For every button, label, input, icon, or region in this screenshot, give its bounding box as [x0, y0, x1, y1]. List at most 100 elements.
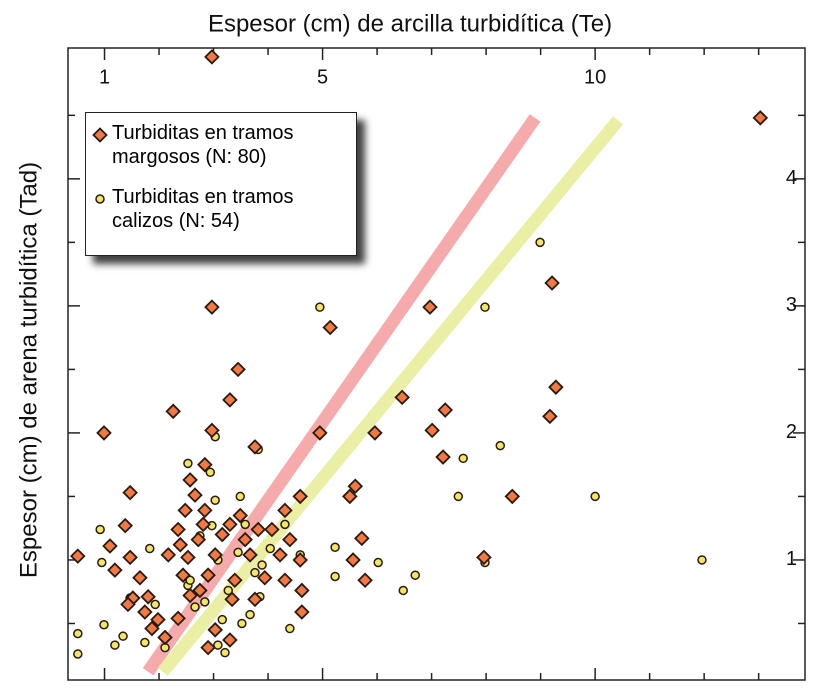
diamond-marker — [322, 319, 338, 336]
circle-marker — [73, 628, 83, 639]
circle-marker — [495, 440, 506, 451]
diamond-marker — [175, 567, 191, 583]
diamond-marker — [214, 526, 231, 543]
diamond-marker — [394, 389, 410, 406]
diamond-marker — [207, 622, 223, 638]
circle-marker — [330, 542, 340, 552]
legend: Turbiditas en tramos margosos (N: 80) Tur… — [85, 112, 357, 256]
diamond-marker — [122, 484, 138, 501]
y-tick-label: 1 — [786, 548, 797, 570]
diamond-marker — [192, 582, 208, 599]
diamond-marker — [292, 488, 308, 505]
diamond-marker — [272, 547, 288, 563]
legend-label: Turbiditas en tramos margosos (N: 80) — [112, 122, 294, 168]
diamond-marker — [182, 472, 198, 488]
plot-frame — [67, 47, 806, 681]
diamond-marker — [422, 299, 438, 315]
circle-marker — [190, 602, 200, 612]
circle-marker — [223, 585, 234, 596]
circle-marker — [330, 571, 340, 582]
diamond-marker — [222, 516, 238, 533]
circle-marker — [220, 647, 230, 658]
diamond-marker — [170, 521, 186, 538]
diamond-marker — [165, 403, 181, 420]
circle-marker — [140, 637, 150, 648]
diamond-marker — [752, 110, 769, 126]
diamond-marker — [227, 572, 243, 589]
y-axis-label: Espesor (cm) de arena turbidítica (Tad) — [15, 162, 42, 578]
diamond-marker — [230, 361, 246, 378]
diamond-marker — [200, 639, 216, 656]
diamond-marker — [224, 591, 240, 608]
diamond-marker — [200, 567, 216, 583]
circle-marker — [398, 585, 408, 596]
circle-marker — [373, 557, 383, 568]
diamond-marker — [354, 530, 370, 547]
circle-marker — [73, 649, 83, 659]
diamond-marker — [222, 632, 238, 648]
diamond-marker — [204, 422, 220, 439]
circle-marker — [95, 194, 105, 204]
circle-marker — [240, 519, 250, 530]
circle-marker — [535, 237, 545, 248]
circle-marker — [315, 302, 325, 312]
circle-marker — [183, 458, 193, 469]
diamond-marker — [250, 521, 267, 538]
circle-marker — [265, 543, 275, 554]
diamond-marker — [70, 548, 86, 564]
trend-line — [142, 114, 541, 676]
circle-marker — [150, 599, 160, 610]
circle-marker — [285, 623, 295, 634]
chart-title: Espesor (cm) de arcilla turbidítica (Te) — [208, 10, 612, 37]
circle-marker — [235, 491, 246, 502]
diamond-marker — [277, 502, 293, 519]
x-tick-label: 1 — [99, 66, 110, 88]
circle-marker — [95, 524, 105, 535]
legend-entry: Turbiditas en tramos margosos (N: 80) — [92, 121, 350, 169]
circle-marker — [233, 547, 243, 558]
diamond-marker — [137, 604, 153, 620]
diamond-marker — [96, 425, 112, 441]
diamond-marker — [160, 547, 177, 563]
circle-marker — [210, 495, 220, 505]
diamond-marker — [345, 552, 361, 568]
diamond-marker — [172, 536, 189, 553]
circle-marker — [185, 575, 195, 586]
diamond-marker — [257, 569, 273, 586]
diamond-marker — [117, 517, 134, 534]
y-tick-label: 2 — [786, 421, 797, 443]
legend-swatch — [92, 127, 108, 143]
y-tick-label: 4 — [786, 167, 797, 189]
diamond-marker — [157, 629, 173, 646]
diamond-marker — [187, 487, 203, 503]
diamond-marker — [237, 531, 253, 548]
diamond-marker — [180, 549, 196, 566]
diamond-marker — [144, 620, 160, 637]
diamond-marker — [107, 562, 123, 578]
diamond-marker — [204, 299, 220, 315]
diamond-marker — [197, 456, 213, 473]
diamond-marker — [92, 127, 108, 143]
diamond-marker — [424, 422, 440, 439]
circle-marker — [453, 491, 464, 502]
circle-marker — [110, 640, 120, 650]
diamond-marker — [102, 538, 118, 554]
y-tick-label: 3 — [786, 294, 797, 316]
diamond-marker — [120, 596, 136, 613]
diamond-marker — [232, 507, 249, 524]
circle-marker — [217, 614, 228, 625]
diamond-marker — [294, 582, 310, 599]
diamond-marker — [140, 589, 156, 605]
diamond-marker — [312, 425, 328, 441]
circle-marker — [205, 467, 216, 478]
diamond-marker — [542, 408, 558, 425]
circle-marker — [480, 302, 490, 312]
diamond-marker — [195, 516, 211, 533]
circle-marker — [257, 560, 267, 570]
diamond-marker — [170, 610, 186, 627]
diamond-marker — [476, 549, 492, 566]
diamond-marker — [197, 502, 213, 519]
diamond-marker — [548, 379, 564, 395]
circle-marker — [458, 453, 468, 464]
